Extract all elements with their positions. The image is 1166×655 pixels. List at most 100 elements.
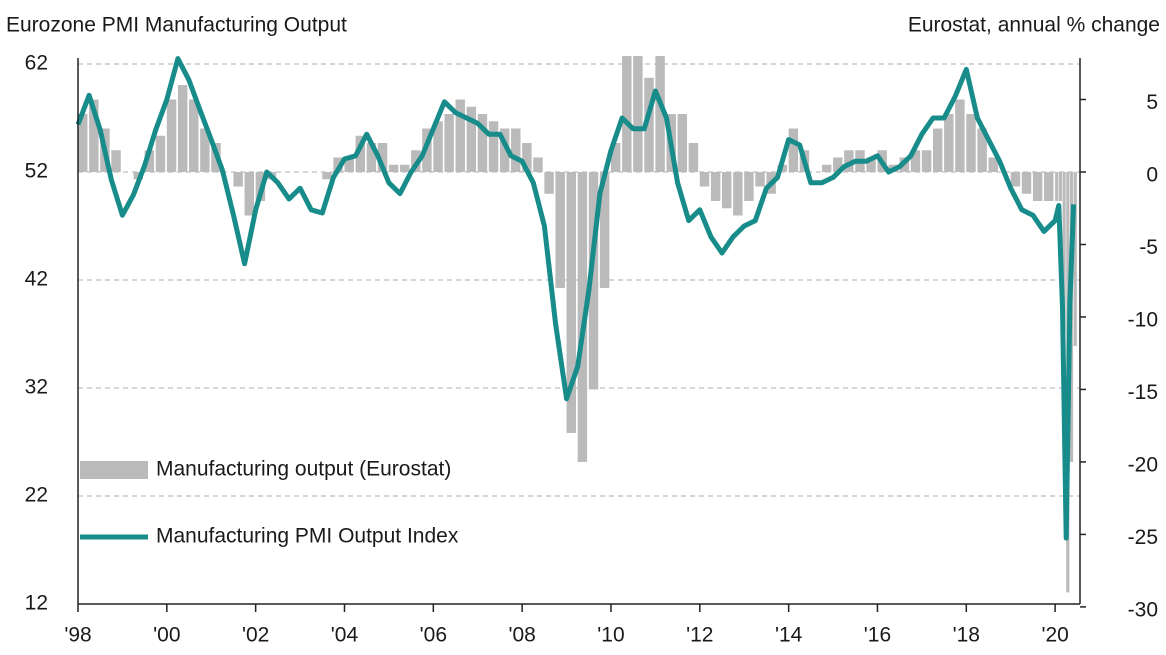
bar — [177, 85, 188, 172]
x-tick-label: '98 — [64, 624, 91, 647]
bar — [644, 77, 654, 172]
y2-tick-label: -20 — [1128, 453, 1158, 476]
bar — [633, 56, 643, 173]
bar — [433, 121, 443, 172]
legend-label: Manufacturing PMI Output Index — [156, 525, 459, 548]
bar — [333, 157, 343, 172]
y2-axis-label: Eurostat, annual % change — [908, 14, 1160, 37]
bar — [599, 172, 610, 288]
bar — [1032, 172, 1043, 201]
bar — [444, 114, 454, 172]
bar — [733, 172, 743, 216]
bar — [1073, 172, 1077, 346]
bar — [710, 172, 721, 201]
y-tick-label: 22 — [25, 484, 48, 507]
bar — [111, 150, 121, 172]
bar — [566, 172, 577, 433]
x-tick-label: '06 — [420, 624, 447, 647]
bar — [377, 143, 388, 172]
bar — [1021, 172, 1032, 194]
line — [75, 56, 1077, 541]
bar — [522, 143, 532, 172]
x-tick-label: '12 — [686, 624, 713, 647]
bar — [400, 164, 410, 172]
bar — [78, 114, 88, 172]
y-tick-label: 52 — [25, 160, 48, 183]
bar — [533, 157, 543, 172]
bar — [833, 157, 843, 172]
bar — [844, 150, 854, 172]
bar — [622, 56, 632, 173]
bar — [655, 56, 665, 173]
bar — [722, 172, 732, 209]
y-tick-label: 42 — [25, 268, 48, 291]
bar — [921, 150, 932, 172]
bar — [677, 114, 688, 172]
bar — [977, 128, 987, 172]
bar — [1044, 172, 1054, 201]
x-tick-label: '18 — [953, 624, 980, 647]
bar — [944, 114, 954, 172]
chart-title: Eurozone PMI Manufacturing Output — [6, 14, 347, 37]
legend-label: Manufacturing output (Eurostat) — [156, 458, 451, 481]
bar — [144, 150, 155, 172]
bar — [544, 172, 554, 194]
bar — [388, 164, 399, 172]
bar — [744, 172, 754, 201]
x-tick-label: '04 — [331, 624, 359, 647]
x-tick-label: '14 — [775, 624, 803, 647]
bar — [610, 143, 621, 172]
bar — [488, 121, 499, 172]
bar — [366, 143, 377, 172]
bar — [455, 99, 465, 172]
bar — [499, 128, 510, 172]
bar — [200, 128, 210, 172]
x-tick-label: '10 — [597, 624, 624, 647]
bar — [788, 128, 799, 172]
bar — [910, 150, 921, 172]
x-tick-label: '16 — [864, 624, 891, 647]
bar — [577, 172, 588, 462]
bar — [233, 172, 243, 187]
bar — [166, 99, 177, 172]
bar — [355, 135, 366, 172]
bar — [555, 172, 565, 288]
y-tick-label: 32 — [25, 376, 48, 399]
bar — [189, 99, 199, 172]
y-tick-label: 12 — [25, 592, 48, 615]
bar — [477, 114, 488, 172]
bar — [688, 143, 699, 172]
bar — [755, 172, 765, 187]
y2-tick-label: -15 — [1128, 381, 1158, 404]
bar — [466, 106, 477, 172]
bar — [155, 135, 166, 172]
bar — [244, 172, 254, 216]
x-tick-label: '02 — [242, 624, 269, 647]
bar — [1058, 172, 1062, 201]
bar — [511, 128, 521, 172]
bar — [955, 99, 965, 172]
y2-tick-label: 0 — [1146, 164, 1158, 187]
bar — [322, 172, 332, 180]
y2-tick-label: -30 — [1128, 598, 1158, 621]
x-tick-label: '20 — [1041, 624, 1068, 647]
y2-tick-label: -25 — [1128, 526, 1158, 549]
bar — [1010, 172, 1021, 187]
y2-tick-label: -10 — [1128, 309, 1158, 332]
bar — [699, 172, 710, 187]
bar — [344, 157, 354, 172]
x-tick-label: '08 — [508, 624, 535, 647]
y2-tick-label: 5 — [1146, 91, 1158, 114]
bar — [588, 172, 599, 390]
y-tick-label: 62 — [25, 52, 48, 75]
bar — [988, 157, 998, 172]
legend-swatch — [80, 461, 148, 479]
bar — [866, 157, 876, 172]
bar — [1055, 172, 1059, 201]
bar — [1062, 172, 1066, 332]
bar — [821, 164, 832, 172]
bar — [966, 114, 976, 172]
x-tick-label: '00 — [153, 624, 180, 647]
bar — [89, 99, 99, 172]
